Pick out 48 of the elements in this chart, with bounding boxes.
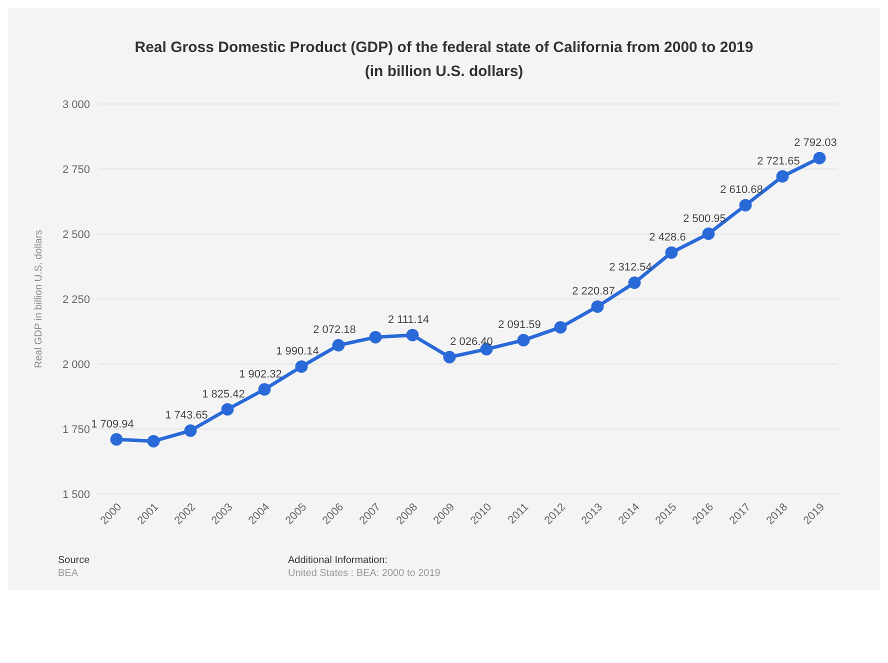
data-label: 2 111.14 <box>388 314 430 326</box>
point <box>184 424 197 437</box>
point <box>776 170 789 183</box>
point <box>110 433 123 446</box>
point <box>628 276 641 289</box>
y-tick-label: 1 500 <box>62 488 90 501</box>
data-label: 2 721.65 <box>757 155 800 168</box>
point <box>702 228 715 240</box>
data-label: 2 610.68 <box>720 184 763 196</box>
data-label: 2 091.59 <box>498 319 541 332</box>
data-label: 2 428.6 <box>649 232 686 244</box>
point <box>443 350 456 364</box>
data-label: 1 709.94 <box>91 418 134 430</box>
point <box>554 321 567 334</box>
data-label: 1 743.65 <box>165 410 208 422</box>
y-tick-label: 2 500 <box>62 228 90 241</box>
point <box>406 328 419 342</box>
text: Additional Information: <box>288 554 389 567</box>
point <box>147 434 160 448</box>
point <box>295 360 308 373</box>
point <box>517 334 530 346</box>
text: Source <box>58 554 91 567</box>
point <box>221 403 234 416</box>
text: United States : BEA: 2000 to 2019 <box>288 567 440 580</box>
text: BEA <box>58 567 80 580</box>
data-label: 2 220.87 <box>572 286 615 298</box>
point <box>369 330 382 344</box>
point <box>258 383 271 396</box>
data-label: 1 825.42 <box>202 388 245 400</box>
point <box>813 152 826 164</box>
point <box>665 246 678 259</box>
y-tick-label: 2 250 <box>62 294 90 306</box>
data-label: 1 990.14 <box>276 346 319 358</box>
data-label: 2 026.40 <box>450 336 493 348</box>
data-label: 2 312.54 <box>609 262 652 274</box>
point <box>739 198 752 212</box>
y-tick-label: 3 000 <box>62 98 90 111</box>
data-label: 1 902.32 <box>239 368 282 380</box>
data-label: 2 500.95 <box>683 212 726 225</box>
data-label: 2 792.03 <box>794 137 837 150</box>
point <box>332 338 345 352</box>
data-label: 2 072.18 <box>313 324 356 336</box>
chart-title: Real Gross Domestic Product (GDP) of the federal state of California from 2000 to 2019 (in billion U.S. dollars) <box>134 38 754 82</box>
y-axis-title: Real GDP in billion U.S. dollars <box>34 230 45 368</box>
y-tick-label: 1 750 <box>62 424 90 436</box>
point <box>591 300 604 313</box>
y-tick-label: 2 750 <box>62 164 90 176</box>
y-tick-label: 2 000 <box>62 358 90 371</box>
